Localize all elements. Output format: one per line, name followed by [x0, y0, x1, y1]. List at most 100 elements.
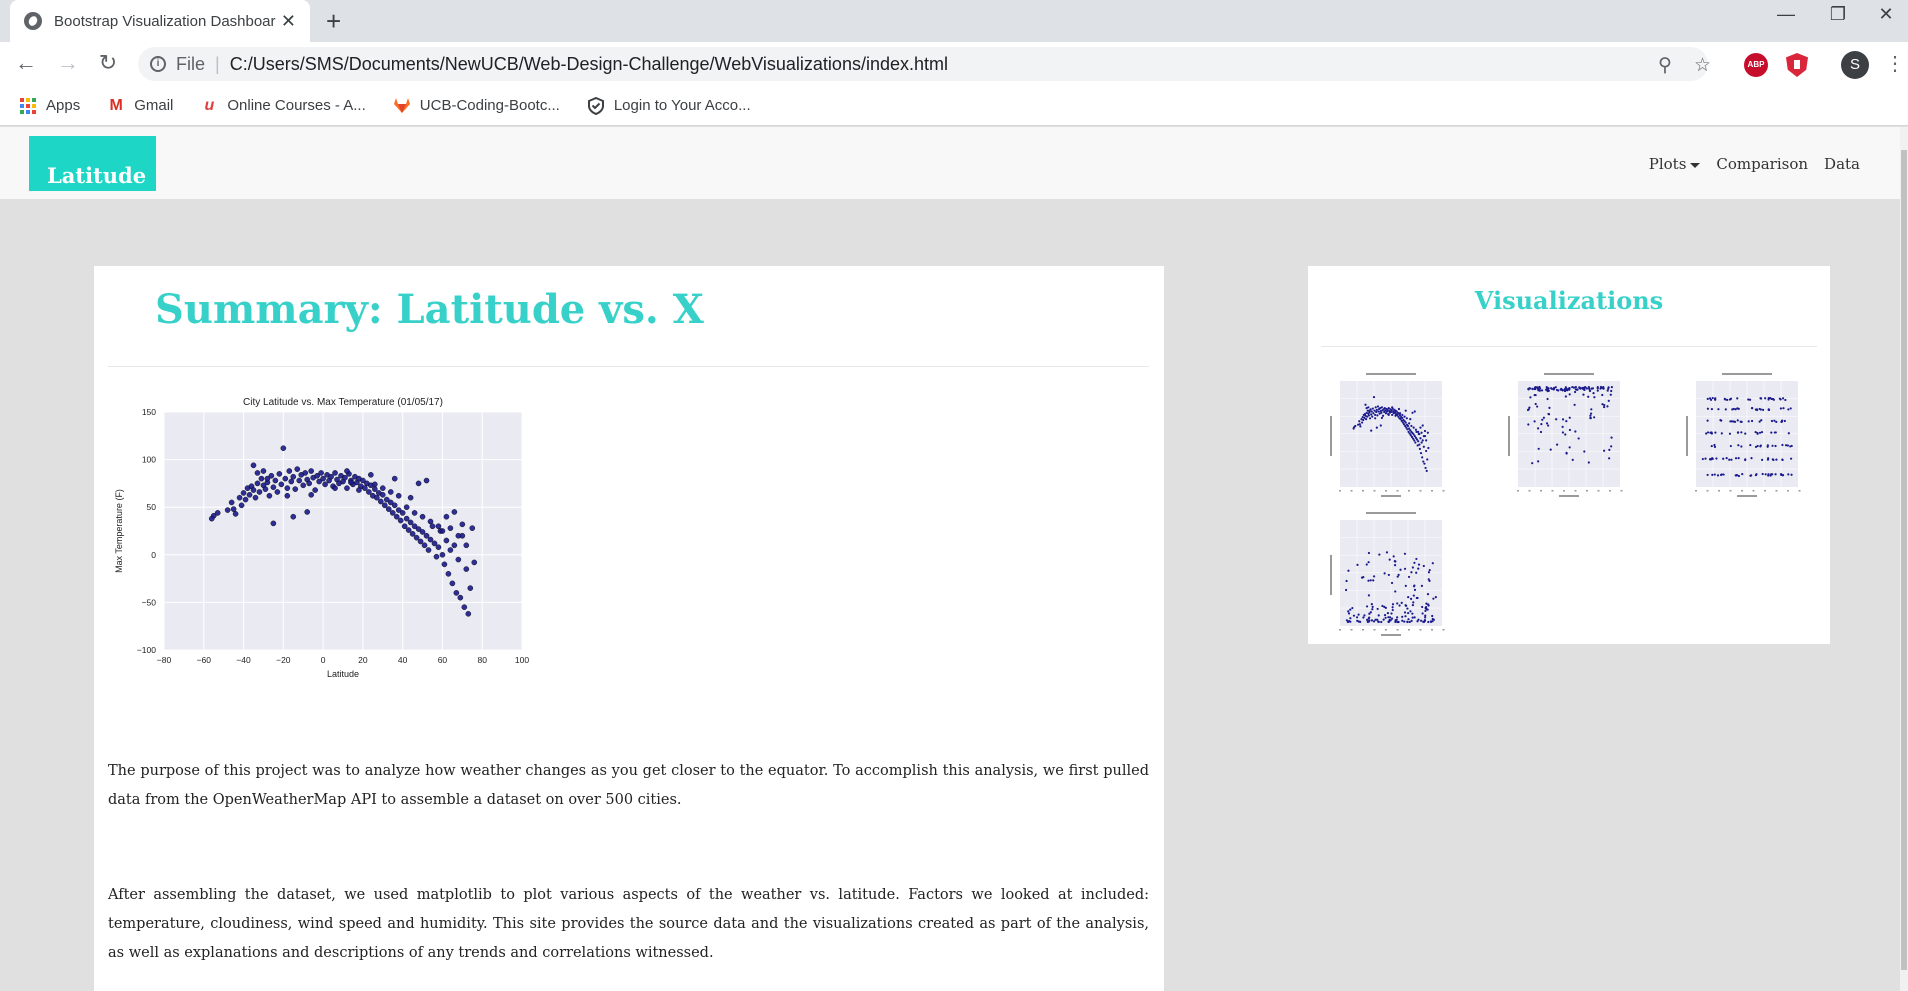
- thumb-point: [1729, 444, 1732, 448]
- reload-icon[interactable]: ↻: [98, 50, 118, 75]
- thumb-point: [1787, 473, 1790, 476]
- browser-tab[interactable]: Bootstrap Visualization Dashboard ✕: [10, 0, 310, 42]
- thumb-point: [1713, 473, 1716, 476]
- thumbnail-cloudiness-plot[interactable]: [1682, 371, 1806, 503]
- data-point: [362, 485, 368, 491]
- thumb-point: [1388, 558, 1391, 561]
- thumb-point: [1563, 388, 1567, 391]
- thumb-point: [1396, 620, 1399, 624]
- forward-arrow-icon[interactable]: →: [57, 50, 79, 75]
- bookmark-label: Apps: [46, 97, 81, 114]
- menu-kebab-icon[interactable]: ⋮: [1885, 53, 1905, 75]
- data-point: [383, 496, 390, 503]
- thumb-point: [1405, 417, 1408, 420]
- thumb-point: [1387, 616, 1390, 619]
- thumb-point: [1386, 408, 1389, 411]
- thumb-point: [1391, 406, 1394, 409]
- data-point: [258, 475, 265, 482]
- thumb-point: [1547, 424, 1550, 427]
- thumb-point: [1589, 416, 1592, 420]
- data-point: [447, 525, 454, 531]
- window-close-icon[interactable]: ✕: [1878, 4, 1894, 24]
- nav-links: Plots Comparison Data: [1633, 155, 1860, 173]
- thumb-point: [1392, 555, 1395, 558]
- thumb-point: [1539, 430, 1543, 434]
- thumb-point: [1382, 618, 1385, 621]
- new-tab-icon[interactable]: +: [326, 6, 342, 36]
- bookmark-gmail[interactable]: M Gmail: [106, 96, 174, 116]
- data-point: [445, 571, 452, 577]
- data-point: [252, 494, 259, 501]
- data-point: [280, 445, 287, 451]
- thumb-point: [1534, 393, 1537, 397]
- thumb-ylabel-line: [1330, 416, 1332, 456]
- restore-icon[interactable]: ❐: [1829, 4, 1847, 24]
- data-point: [423, 477, 430, 484]
- thumbnail-wind-speed-plot[interactable]: [1326, 510, 1450, 642]
- data-point: [439, 551, 446, 558]
- address-bar[interactable]: i File | C:/Users/SMS/Documents/NewUCB/W…: [138, 47, 1712, 81]
- data-point: [368, 472, 374, 478]
- shield-check-icon: [586, 96, 606, 116]
- thumb-point: [1431, 614, 1434, 618]
- bookmark-login[interactable]: Login to Your Acco...: [586, 96, 751, 116]
- thumb-tick: [1540, 490, 1542, 492]
- adblock-plus-icon[interactable]: ABP: [1744, 53, 1768, 77]
- data-point: [332, 470, 338, 476]
- thumb-point: [1369, 611, 1372, 614]
- scrollbar-thumb[interactable]: [1901, 150, 1907, 970]
- back-arrow-icon[interactable]: ←: [15, 50, 37, 75]
- thumb-point: [1420, 584, 1424, 587]
- thumb-point: [1407, 618, 1410, 621]
- thumb-point: [1568, 428, 1572, 432]
- thumb-point: [1401, 421, 1404, 424]
- nav-plots-dropdown[interactable]: Plots: [1649, 155, 1701, 173]
- thumb-point: [1555, 388, 1559, 392]
- url-text[interactable]: C:/Users/SMS/Documents/NewUCB/Web-Design…: [229, 53, 948, 74]
- thumb-point: [1368, 612, 1371, 615]
- x-tick-label: −80: [157, 655, 172, 665]
- bookmark-star-icon[interactable]: ☆: [1694, 55, 1712, 76]
- nav-comparison[interactable]: Comparison: [1716, 155, 1809, 173]
- browser-toolbar: ← → ↻ i File | C:/Users/SMS/Documents/Ne…: [0, 42, 1908, 86]
- bookmark-apps[interactable]: Apps: [18, 96, 80, 116]
- thumb-point: [1422, 620, 1425, 623]
- thumbnail-humidity-plot[interactable]: [1504, 371, 1628, 503]
- thumb-point: [1754, 473, 1758, 477]
- thumb-tick: [1362, 490, 1364, 492]
- thumb-point: [1410, 571, 1413, 574]
- thumb-point: [1610, 445, 1613, 448]
- navbar-brand[interactable]: Latitude: [29, 136, 156, 191]
- profile-avatar[interactable]: S: [1841, 51, 1869, 79]
- y-tick-label: 0: [151, 550, 156, 560]
- thumb-point: [1424, 466, 1427, 470]
- thumb-point: [1424, 609, 1427, 612]
- thumb-point: [1706, 473, 1709, 477]
- thumb-tick: [1408, 629, 1410, 631]
- thumb-point: [1767, 473, 1770, 476]
- thumb-point: [1381, 604, 1384, 608]
- bookmark-online-courses[interactable]: u Online Courses - A...: [199, 96, 365, 116]
- thumb-point: [1387, 620, 1390, 623]
- thumbnail-temperature-plot[interactable]: [1326, 371, 1450, 503]
- thumb-point: [1736, 431, 1740, 434]
- data-point: [270, 484, 277, 491]
- thumb-point: [1554, 386, 1557, 389]
- data-point: [427, 518, 434, 525]
- thumb-point: [1399, 418, 1402, 421]
- minimize-icon[interactable]: —: [1777, 4, 1795, 24]
- shield-extension-icon[interactable]: [1786, 53, 1808, 77]
- thumb-point: [1419, 426, 1422, 429]
- info-icon[interactable]: i: [150, 56, 166, 72]
- thumb-point: [1414, 436, 1418, 439]
- thumb-point: [1394, 618, 1397, 622]
- thumb-point: [1379, 410, 1382, 413]
- bookmark-ucb-coding[interactable]: UCB-Coding-Bootc...: [392, 96, 560, 116]
- nav-data[interactable]: Data: [1824, 155, 1860, 173]
- thumb-point: [1593, 416, 1596, 419]
- close-tab-icon[interactable]: ✕: [280, 10, 296, 31]
- thumb-title-line: [1366, 512, 1416, 514]
- thumb-point: [1432, 618, 1435, 621]
- thumb-point: [1582, 393, 1585, 396]
- zoom-icon[interactable]: ⚲: [1658, 55, 1672, 76]
